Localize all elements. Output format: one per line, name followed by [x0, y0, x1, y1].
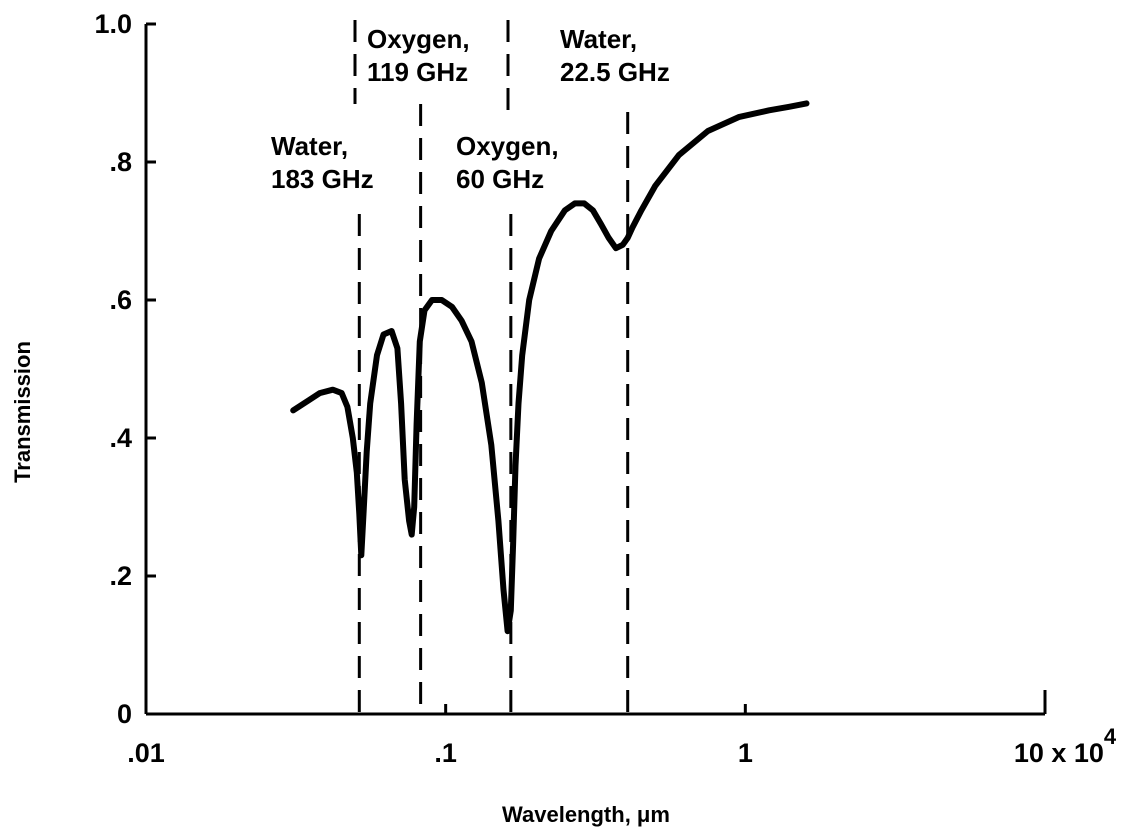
x-tick-exponent: 4	[1104, 724, 1117, 749]
y-tick-label: .6	[109, 285, 132, 315]
y-axis-title: Transmission	[10, 341, 35, 483]
y-tick-label: 0	[117, 699, 132, 729]
absorption-line-label: Oxygen,	[367, 24, 470, 54]
x-tick-label: 10 x 104	[1014, 724, 1117, 768]
absorption-line-label: 60 GHz	[456, 164, 544, 194]
tick-labels: 0 .2 .4 .6 .8 1.0 .01 .1 1 10 x 104	[94, 9, 1116, 768]
y-tick-label: 1.0	[94, 9, 132, 39]
x-axis-title: Wavelength, μm	[502, 802, 670, 827]
axes	[144, 22, 1047, 716]
y-tick-label: .8	[109, 147, 132, 177]
transmission-curve	[290, 100, 810, 635]
absorption-line-label: 119 GHz	[367, 57, 468, 87]
y-tick-label: .2	[109, 561, 132, 591]
y-tick-label: .4	[109, 423, 132, 453]
absorption-line-label: Water,	[271, 131, 348, 161]
series-layer	[290, 100, 810, 635]
x-tick-label: .1	[434, 738, 457, 768]
absorption-line-label: Oxygen,	[456, 131, 559, 161]
absorption-line-label: 22.5 GHz	[560, 57, 670, 87]
x-tick-label: 1	[738, 738, 753, 768]
absorption-line-label: 183 GHz	[271, 164, 374, 194]
x-tick-label: .01	[127, 738, 165, 768]
absorption-line-label: Water,	[560, 24, 637, 54]
